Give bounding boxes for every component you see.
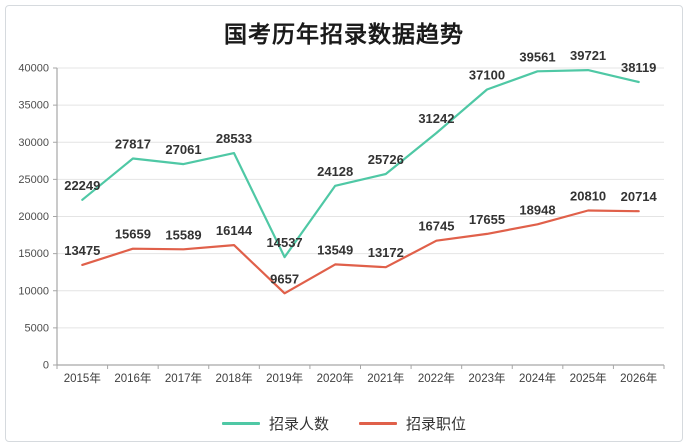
svg-text:2015年: 2015年 [64,371,101,385]
svg-text:31242: 31242 [418,111,454,126]
svg-text:38119: 38119 [621,60,656,75]
svg-text:2019年: 2019年 [266,371,303,385]
svg-text:20000: 20000 [18,211,49,223]
svg-text:39561: 39561 [519,49,555,64]
svg-text:15000: 15000 [18,248,49,260]
svg-text:17655: 17655 [469,212,505,227]
svg-text:15659: 15659 [115,227,151,242]
svg-text:20714: 20714 [621,189,658,204]
svg-text:16745: 16745 [418,219,454,234]
svg-text:2016年: 2016年 [114,371,151,385]
svg-text:16144: 16144 [216,223,253,238]
svg-text:28533: 28533 [216,131,252,146]
svg-text:0: 0 [43,360,49,372]
svg-text:13475: 13475 [64,243,100,258]
svg-text:30000: 30000 [18,137,49,149]
svg-text:2021年: 2021年 [367,371,404,385]
svg-text:14537: 14537 [267,235,303,250]
legend-swatch-recruit-positions [359,422,397,425]
chart-title: 国考历年招录数据趋势 [224,21,464,47]
svg-text:2026年: 2026年 [620,371,657,385]
svg-text:2023年: 2023年 [468,371,505,385]
svg-text:24128: 24128 [317,164,353,179]
svg-text:27061: 27061 [165,142,201,157]
svg-text:2018年: 2018年 [215,371,252,385]
svg-text:2025年: 2025年 [570,371,607,385]
svg-text:5000: 5000 [25,322,49,334]
svg-text:10000: 10000 [18,285,49,297]
svg-text:20810: 20810 [570,189,606,204]
svg-text:18948: 18948 [519,202,555,217]
svg-text:2024年: 2024年 [519,371,556,385]
svg-text:15589: 15589 [165,227,201,242]
svg-text:22249: 22249 [64,178,100,193]
svg-text:25000: 25000 [18,174,49,186]
svg-text:2020年: 2020年 [317,371,354,385]
legend-swatch-recruit-count [221,422,260,425]
legend-item-recruit-positions: 招录职位 [359,413,466,434]
svg-text:39721: 39721 [570,48,606,63]
svg-text:37100: 37100 [469,68,505,83]
legend: 招录人数 招录职位 [0,413,688,434]
svg-text:13549: 13549 [317,242,353,257]
svg-text:2017年: 2017年 [165,371,202,385]
svg-text:9657: 9657 [270,271,299,286]
legend-label-recruit-positions: 招录职位 [406,416,467,433]
svg-text:40000: 40000 [18,63,49,75]
svg-text:2022年: 2022年 [418,371,455,385]
legend-label-recruit-count: 招录人数 [268,416,329,433]
svg-text:13172: 13172 [368,245,404,260]
legend-item-recruit-count: 招录人数 [221,413,329,434]
svg-text:27817: 27817 [115,137,151,152]
svg-text:25726: 25726 [368,152,404,167]
svg-text:35000: 35000 [18,100,49,112]
